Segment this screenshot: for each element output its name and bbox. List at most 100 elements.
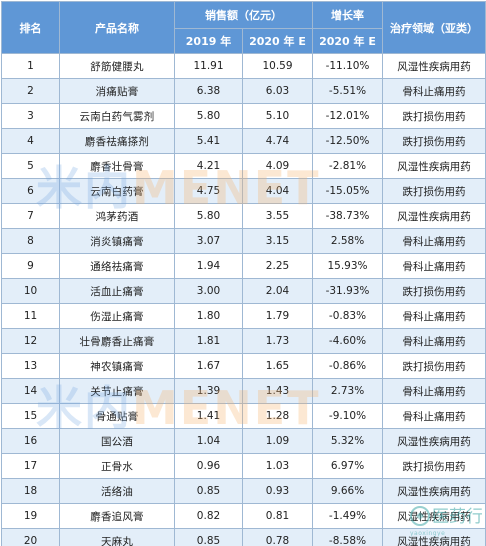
cell-product: 通络祛痛膏 [59,253,175,279]
cell-product: 神农镇痛膏 [59,353,175,379]
cell-area: 风湿性疾病用药 [382,503,486,529]
header-sales: 销售额（亿元） [174,1,313,29]
table-row: 2 消痛贴膏 6.38 6.03 -5.51% 骨科止痛用药 [1,78,486,104]
cell-area: 风湿性疾病用药 [382,53,486,79]
cell-rank: 13 [1,353,60,379]
cell-sales-2019: 4.21 [174,153,243,179]
cell-sales-2019: 1.80 [174,303,243,329]
cell-sales-2020e: 1.79 [242,303,313,329]
cell-product: 伤湿止痛膏 [59,303,175,329]
cell-area: 骨科止痛用药 [382,403,486,429]
cell-sales-2020e: 5.10 [242,103,313,129]
cell-growth: 9.66% [312,478,383,504]
cell-growth: -9.10% [312,403,383,429]
table-row: 18 活络油 0.85 0.93 9.66% 风湿性疾病用药 [1,478,486,504]
cell-product: 壮骨麝香止痛膏 [59,328,175,354]
cell-product: 活血止痛膏 [59,278,175,304]
cell-area: 骨科止痛用药 [382,328,486,354]
cell-product: 麝香追风膏 [59,503,175,529]
cell-sales-2019: 0.85 [174,528,243,546]
header-rank: 排名 [1,1,60,54]
cell-area: 风湿性疾病用药 [382,428,486,454]
cell-sales-2020e: 1.73 [242,328,313,354]
cell-rank: 15 [1,403,60,429]
table-body: 1 舒筋健腰丸 11.91 10.59 -11.10% 风湿性疾病用药 2 消痛贴膏 6.38 6… [1,53,486,546]
cell-rank: 4 [1,128,60,154]
cell-sales-2019: 3.07 [174,228,243,254]
cell-sales-2020e: 0.78 [242,528,313,546]
cell-growth: -0.83% [312,303,383,329]
cell-rank: 18 [1,478,60,504]
table-row: 7 鸿茅药酒 5.80 3.55 -38.73% 风湿性疾病用药 [1,203,486,229]
cell-product: 云南白药膏 [59,178,175,204]
cell-product: 关节止痛膏 [59,378,175,404]
table-row: 13 神农镇痛膏 1.67 1.65 -0.86% 跌打损伤用药 [1,353,486,379]
cell-sales-2019: 1.81 [174,328,243,354]
cell-growth: -38.73% [312,203,383,229]
cell-sales-2019: 0.85 [174,478,243,504]
cell-area: 跌打损伤用药 [382,178,486,204]
cell-sales-2019: 11.91 [174,53,243,79]
cell-rank: 7 [1,203,60,229]
cell-growth: -4.60% [312,328,383,354]
cell-sales-2020e: 3.55 [242,203,313,229]
cell-area: 骨科止痛用药 [382,228,486,254]
cell-rank: 11 [1,303,60,329]
cell-area: 骨科止痛用药 [382,253,486,279]
cell-rank: 16 [1,428,60,454]
cell-product: 天麻丸 [59,528,175,546]
cell-product: 消痛贴膏 [59,78,175,104]
cell-sales-2019: 6.38 [174,78,243,104]
cell-sales-2020e: 10.59 [242,53,313,79]
cell-growth: 6.97% [312,453,383,479]
cell-sales-2020e: 1.09 [242,428,313,454]
header-sales-2019: 2019 年 [174,28,243,54]
cell-sales-2020e: 1.65 [242,353,313,379]
cell-rank: 8 [1,228,60,254]
cell-product: 国公酒 [59,428,175,454]
cell-growth: -12.50% [312,128,383,154]
cell-sales-2019: 5.41 [174,128,243,154]
cell-growth: -12.01% [312,103,383,129]
header-sales-2020e: 2020 年 E [242,28,313,54]
cell-area: 骨科止痛用药 [382,78,486,104]
cell-sales-2020e: 1.43 [242,378,313,404]
cell-product: 麝香壮骨膏 [59,153,175,179]
cell-sales-2020e: 2.25 [242,253,313,279]
cell-area: 风湿性疾病用药 [382,528,486,546]
cell-growth: -0.86% [312,353,383,379]
cell-rank: 1 [1,53,60,79]
table-row: 16 国公酒 1.04 1.09 5.32% 风湿性疾病用药 [1,428,486,454]
header-growth: 增长率 [312,1,383,29]
header-area: 治疗领域（亚类） [382,1,486,54]
table-row: 19 麝香追风膏 0.82 0.81 -1.49% 风湿性疾病用药 [1,503,486,529]
cell-sales-2019: 4.75 [174,178,243,204]
cell-area: 跌打损伤用药 [382,453,486,479]
table-row: 17 正骨水 0.96 1.03 6.97% 跌打损伤用药 [1,453,486,479]
cell-growth: 15.93% [312,253,383,279]
header-product: 产品名称 [59,1,175,54]
cell-growth: 5.32% [312,428,383,454]
cell-product: 骨通贴膏 [59,403,175,429]
cell-product: 鸿茅药酒 [59,203,175,229]
table-row: 1 舒筋健腰丸 11.91 10.59 -11.10% 风湿性疾病用药 [1,53,486,79]
cell-rank: 5 [1,153,60,179]
table-row: 9 通络祛痛膏 1.94 2.25 15.93% 骨科止痛用药 [1,253,486,279]
table-row: 6 云南白药膏 4.75 4.04 -15.05% 跌打损伤用药 [1,178,486,204]
cell-growth: -1.49% [312,503,383,529]
table-row: 3 云南白药气雾剂 5.80 5.10 -12.01% 跌打损伤用药 [1,103,486,129]
cell-sales-2019: 5.80 [174,203,243,229]
cell-rank: 14 [1,378,60,404]
table-row: 11 伤湿止痛膏 1.80 1.79 -0.83% 骨科止痛用药 [1,303,486,329]
cell-growth: 2.73% [312,378,383,404]
cell-growth: -11.10% [312,53,383,79]
cell-growth: -15.05% [312,178,383,204]
cell-sales-2019: 1.39 [174,378,243,404]
cell-product: 舒筋健腰丸 [59,53,175,79]
cell-sales-2020e: 1.28 [242,403,313,429]
cell-product: 消炎镇痛膏 [59,228,175,254]
cell-area: 风湿性疾病用药 [382,203,486,229]
cell-sales-2019: 0.96 [174,453,243,479]
cell-sales-2020e: 3.15 [242,228,313,254]
